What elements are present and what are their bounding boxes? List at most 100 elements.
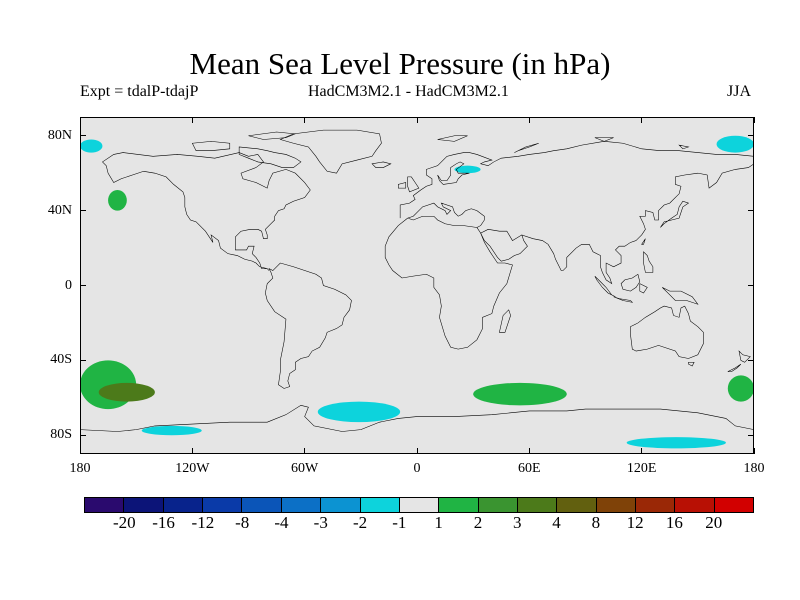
lat-label-0: 0 <box>65 277 72 293</box>
lon-label-60e: 60E <box>518 461 541 476</box>
lon-tick <box>304 117 306 123</box>
colorbar-label: 3 <box>512 513 522 532</box>
anomaly-region-1 <box>98 382 155 402</box>
anomaly-region-8 <box>141 425 202 436</box>
lat-tick <box>748 135 754 137</box>
lat-tick <box>748 434 754 436</box>
colorbar-swatch-15 <box>675 498 715 512</box>
experiment-label: Expt = tdalP-tdajP <box>80 83 199 100</box>
map-frame <box>80 117 754 454</box>
colorbar-label: -3 <box>313 513 328 532</box>
greenland-coast <box>280 130 381 173</box>
anomaly-region-10 <box>454 165 481 174</box>
colorbar-label: -2 <box>352 513 368 532</box>
scandinavia-baltic-coast <box>438 162 470 184</box>
lon-tick <box>79 448 81 454</box>
lon-tick <box>416 448 418 454</box>
lon-label-60w: 60W <box>291 461 319 476</box>
europe-coast <box>400 141 754 218</box>
colorbar-swatch-12 <box>557 498 597 512</box>
colorbar-label: -20 <box>112 513 136 532</box>
coastlines <box>80 130 754 431</box>
new-zealand-coast <box>728 351 750 372</box>
lon-tick <box>191 117 193 123</box>
colorbar-label: -4 <box>274 513 289 532</box>
colorbar-swatch-7 <box>360 498 400 512</box>
colorbar-label: 2 <box>473 513 483 532</box>
lon-tick <box>191 448 193 454</box>
colorbar-label: -1 <box>392 513 407 532</box>
lat-tick <box>80 210 86 212</box>
anomaly-region-5 <box>727 375 754 402</box>
lat-tick <box>80 135 86 137</box>
colorbar-label: -12 <box>191 513 215 532</box>
lat-label-80n: 80N <box>47 127 72 143</box>
colorbar-label: 1 <box>434 513 443 532</box>
map-title: Mean Sea Level Pressure (in hPa) <box>189 46 611 81</box>
lon-tick <box>416 117 418 123</box>
colorbar-swatch-14 <box>636 498 676 512</box>
lon-tick <box>753 448 755 454</box>
australia-coast <box>630 306 703 366</box>
anomaly-region-7 <box>317 401 401 423</box>
asia-south-coast <box>522 164 754 284</box>
arctic-islands-coast <box>438 136 689 153</box>
africa-coast <box>385 218 512 349</box>
lon-label-120w: 120W <box>175 461 210 476</box>
lat-label-40s: 40S <box>50 352 72 368</box>
colorbar <box>84 497 754 513</box>
south-america-coast <box>265 263 351 388</box>
anomaly-regions <box>80 135 754 449</box>
lat-tick <box>748 210 754 212</box>
lon-tick <box>304 448 306 454</box>
colorbar-swatch-4 <box>242 498 282 512</box>
colorbar-label: -8 <box>235 513 250 532</box>
arabia-coast <box>481 229 528 261</box>
colorbar-swatch-11 <box>517 498 558 512</box>
colorbar-swatch-13 <box>596 498 637 512</box>
colorbar-label: 20 <box>705 513 723 532</box>
lat-label-80s: 80S <box>50 427 72 443</box>
lat-label-40n: 40N <box>47 202 72 218</box>
map-canvas <box>80 117 754 449</box>
world-map <box>80 117 754 454</box>
mediterranean-coast <box>408 203 485 227</box>
north-america-coast <box>102 153 310 271</box>
colorbar-label: 8 <box>591 513 601 532</box>
iceland-uk-coast <box>372 162 419 192</box>
anomaly-region-3 <box>80 139 103 153</box>
colorbar-swatch-10 <box>478 498 518 512</box>
colorbar-label: 12 <box>626 513 644 532</box>
colorbar-label: 4 <box>552 513 561 532</box>
season-label: JJA <box>727 83 752 100</box>
lat-tick <box>80 359 86 361</box>
colorbar-swatch-0 <box>85 498 125 512</box>
lat-tick <box>748 285 754 286</box>
lat-tick <box>748 359 754 361</box>
colorbar-label: -16 <box>152 513 175 532</box>
anomaly-region-9 <box>626 437 726 449</box>
colorbar-swatch-1 <box>124 498 164 512</box>
anomaly-region-4 <box>716 135 754 153</box>
anomaly-region-2 <box>108 190 127 211</box>
japan-coast <box>660 201 688 227</box>
antarctica-coast <box>80 405 754 431</box>
colorbar-swatch-5 <box>281 498 322 512</box>
lon-tick <box>528 448 530 454</box>
colorbar-swatch-2 <box>163 498 204 512</box>
colorbar-swatch-9 <box>439 498 479 512</box>
lon-tick <box>641 117 643 123</box>
lon-label-180: 180 <box>69 461 91 476</box>
anomaly-region-6 <box>473 382 567 406</box>
colorbar-swatch-8 <box>399 498 440 512</box>
lon-label-120e: 120E <box>626 461 657 476</box>
lat-tick <box>80 434 86 436</box>
colorbar-label: 16 <box>665 513 683 532</box>
lat-tick <box>80 285 86 286</box>
colorbar-swatch-3 <box>203 498 243 512</box>
lon-tick <box>641 448 643 454</box>
colorbar-swatch-6 <box>321 498 361 512</box>
lon-tick <box>528 117 530 123</box>
lon-label-0: 0 <box>413 461 421 476</box>
colorbar-swatch-16 <box>714 498 754 512</box>
